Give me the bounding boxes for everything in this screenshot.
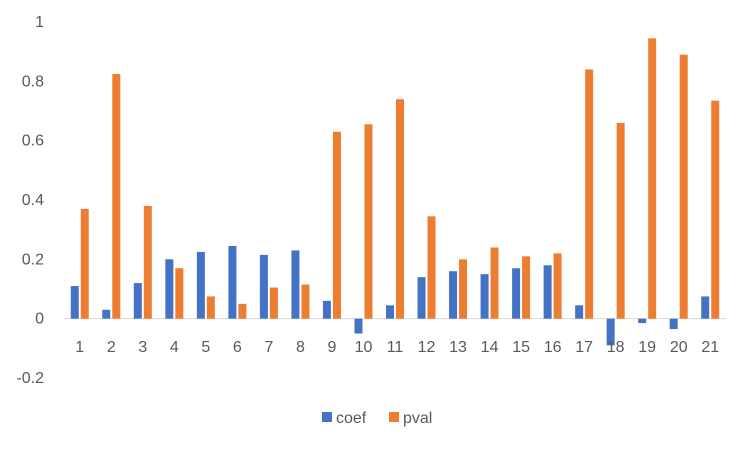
bar-pval — [490, 247, 499, 319]
x-tick-label: 13 — [449, 339, 467, 356]
y-tick-label: 0.4 — [22, 192, 44, 209]
bar-coef — [606, 318, 615, 346]
x-tick-label: 9 — [327, 339, 336, 356]
bar-coef — [669, 318, 678, 330]
bar-coef — [480, 274, 489, 319]
bar-pval — [364, 124, 373, 319]
bar-coef — [70, 286, 79, 319]
x-tick-label: 20 — [670, 339, 688, 356]
bar-coef — [228, 245, 237, 319]
bar-pval — [459, 259, 468, 319]
legend-label-pval: pval — [403, 410, 432, 427]
bar-coef — [133, 283, 142, 319]
bar-coef — [165, 259, 174, 319]
y-tick-label: 0.6 — [22, 133, 44, 150]
bar-coef — [259, 254, 268, 319]
x-tick-label: 7 — [264, 339, 273, 356]
bar-coef — [575, 305, 584, 319]
y-axis-tick-labels: -0.2 0 0.2 0.4 0.6 0.8 1 — [16, 14, 44, 387]
bar-coef — [196, 251, 205, 319]
x-tick-label: 21 — [701, 339, 719, 356]
bar-coef — [102, 309, 111, 319]
bars — [70, 38, 720, 346]
bar-pval — [648, 38, 657, 319]
bar-coef — [354, 318, 363, 334]
bar-pval — [679, 54, 688, 319]
bar-pval — [427, 216, 436, 319]
legend: coef pval — [322, 410, 432, 427]
x-tick-label: 17 — [575, 339, 593, 356]
bar-pval — [522, 256, 531, 319]
x-tick-label: 15 — [512, 339, 530, 356]
x-tick-label: 2 — [107, 339, 116, 356]
bar-coef — [512, 268, 521, 319]
bar-pval — [301, 284, 310, 319]
bar-coef — [543, 265, 552, 319]
x-tick-label: 4 — [170, 339, 179, 356]
y-tick-label: -0.2 — [16, 370, 44, 387]
bar-pval — [143, 205, 152, 319]
bar-pval — [269, 287, 278, 319]
x-tick-label: 5 — [201, 339, 210, 356]
bar-coef — [386, 305, 394, 319]
bar-pval — [585, 69, 594, 319]
bar-pval — [112, 73, 121, 319]
x-tick-label: 12 — [418, 339, 436, 356]
bar-coef — [417, 277, 426, 319]
bar-pval — [616, 122, 625, 319]
bar-pval — [553, 253, 562, 319]
x-tick-label: 16 — [544, 339, 562, 356]
bar-coef — [322, 300, 331, 319]
x-tick-label: 1 — [75, 339, 84, 356]
x-tick-label: 3 — [138, 339, 147, 356]
bar-pval — [175, 268, 184, 319]
bar-pval — [711, 100, 720, 319]
legend-swatch-pval — [389, 412, 399, 422]
x-tick-label: 18 — [607, 339, 625, 356]
bar-pval — [332, 131, 341, 319]
bar-coef — [701, 296, 710, 319]
bar-pval — [80, 208, 89, 319]
x-tick-label: 10 — [355, 339, 373, 356]
y-tick-label: 1 — [35, 14, 44, 31]
bar-coef — [449, 271, 458, 319]
legend-label-coef: coef — [336, 410, 367, 427]
bar-pval — [238, 303, 247, 319]
bar-pval — [396, 99, 404, 319]
x-tick-label: 6 — [233, 339, 242, 356]
x-tick-label: 19 — [638, 339, 656, 356]
bar-coef — [638, 318, 647, 324]
y-tick-label: 0.8 — [22, 73, 44, 90]
y-tick-label: 0 — [35, 311, 44, 328]
legend-swatch-coef — [322, 412, 332, 422]
x-tick-label: 8 — [296, 339, 305, 356]
y-tick-label: 0.2 — [22, 251, 44, 268]
x-tick-label: 14 — [481, 339, 499, 356]
x-tick-label: 11 — [387, 339, 404, 356]
x-axis-tick-labels: 1 2 3 4 5 6 7 8 9 10 11 12 13 14 15 16 17 18 19 20 21 — [75, 339, 719, 356]
bar-coef — [291, 250, 300, 319]
bar-pval — [206, 296, 215, 319]
